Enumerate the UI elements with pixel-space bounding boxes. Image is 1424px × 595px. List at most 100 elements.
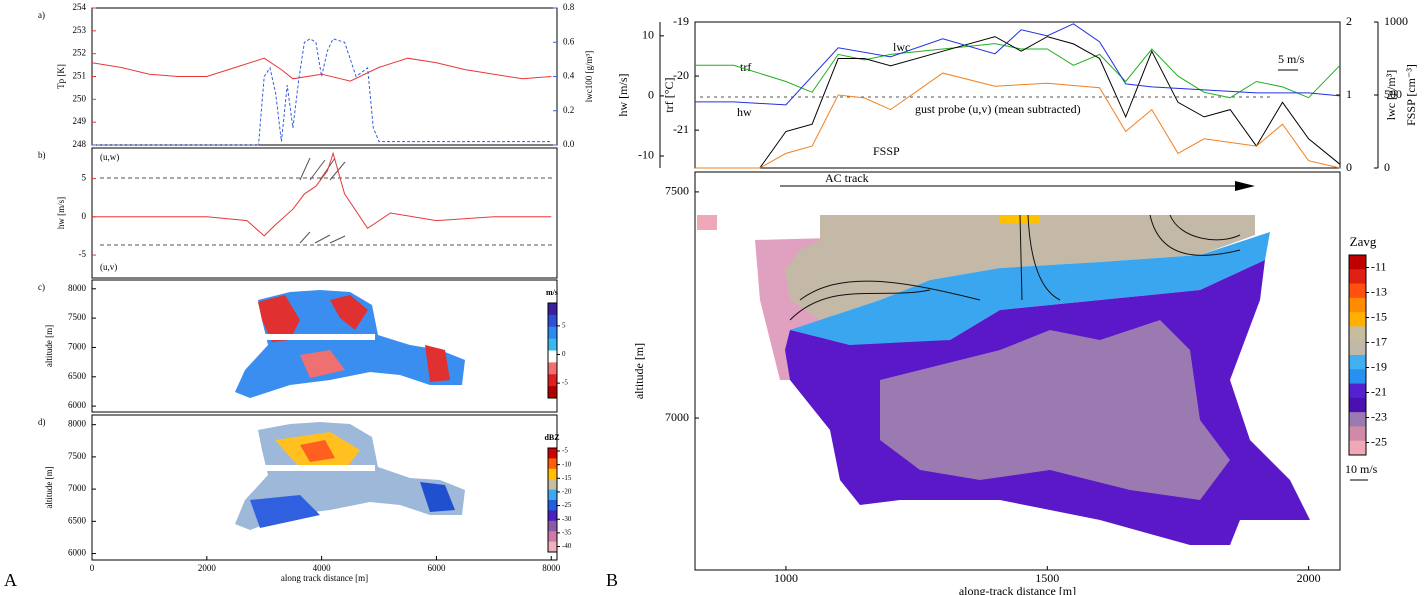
series-line bbox=[92, 151, 552, 237]
y-tick-label: 0 bbox=[82, 211, 87, 221]
colorbar-band bbox=[1349, 269, 1366, 285]
colorbar-band bbox=[1349, 297, 1366, 313]
colorbar-band bbox=[548, 468, 557, 480]
colorbar-band bbox=[1349, 255, 1366, 270]
y-tick-label: -19 bbox=[673, 14, 689, 28]
y-tick-label: 7000 bbox=[68, 342, 87, 352]
colorbar-tick-label: -19 bbox=[1371, 359, 1387, 373]
colorbar-band bbox=[1349, 440, 1366, 456]
x-tick-label: 4000 bbox=[313, 563, 332, 573]
panel: 6000 6500 7000 7500 8000 altitude [m] 0 2000 400… bbox=[4, 414, 572, 590]
x-tick-label: 1500 bbox=[1035, 571, 1059, 585]
colorbar-band bbox=[1349, 397, 1366, 413]
colorbar-tick-label: -15 bbox=[562, 474, 572, 482]
colorbar-tick-label: 5 bbox=[562, 322, 566, 330]
y-tick-label: 0 bbox=[1384, 160, 1390, 174]
colorbar-band bbox=[548, 314, 557, 328]
colorbar-title: dBZ bbox=[544, 433, 559, 442]
y-tick-label: 252 bbox=[73, 48, 87, 58]
series-line bbox=[695, 43, 1341, 99]
annotation: 10 m/s bbox=[1345, 462, 1378, 476]
y-tick-label: 8000 bbox=[68, 283, 87, 293]
y-tick-label: 0.6 bbox=[563, 36, 575, 46]
colorbar-band bbox=[548, 489, 557, 501]
panel-label: b) bbox=[38, 150, 46, 160]
axis-label: altitude [m] bbox=[44, 466, 54, 508]
annotation: trf bbox=[740, 60, 751, 74]
colorbar-band bbox=[548, 338, 557, 351]
colorbar-tick-label: -13 bbox=[1371, 284, 1387, 298]
annotation: 5 m/s bbox=[1278, 52, 1305, 66]
annotation: FSSP bbox=[873, 144, 900, 158]
y-tick-label: 254 bbox=[73, 2, 87, 12]
colorbar-band bbox=[1349, 355, 1366, 370]
x-tick-label: 6000 bbox=[427, 563, 446, 573]
colorbar-band bbox=[1349, 340, 1366, 356]
panel-label: d) bbox=[38, 417, 46, 427]
y-tick-label: -20 bbox=[673, 68, 689, 82]
axis-label: hw [m/s] bbox=[56, 197, 66, 229]
series-line bbox=[695, 23, 1341, 106]
y-tick-label: 250 bbox=[73, 93, 87, 103]
y-tick-label: 2 bbox=[1346, 14, 1352, 28]
series-line bbox=[91, 57, 552, 82]
x-axis-label: along track distance [m] bbox=[281, 573, 368, 583]
colorbar-tick-label: -25 bbox=[562, 501, 572, 509]
y-tick-label: 0.4 bbox=[563, 71, 575, 81]
colorbar-band bbox=[1349, 412, 1366, 427]
annotation: (u,v) bbox=[100, 262, 117, 272]
axis-label: trf [°C] bbox=[662, 77, 676, 112]
colorbar-tick-label: -21 bbox=[1371, 384, 1387, 398]
y-tick-label: 5 bbox=[82, 173, 87, 183]
annotation: hw bbox=[737, 105, 752, 119]
axis-label: hw [m/s] bbox=[616, 74, 630, 117]
colorbar-tick-label: -20 bbox=[562, 488, 572, 496]
radar-field-d bbox=[235, 422, 465, 530]
axis-label: lwc [g/m³] bbox=[1384, 70, 1398, 121]
panel: 6000 6500 7000 7500 8000 altitude [m] c) 5 0 -5 m/… bbox=[38, 279, 568, 413]
colorbar-band bbox=[548, 479, 557, 491]
colorbar-tick-label: -25 bbox=[1371, 434, 1387, 448]
colorbar-tick-label: 0 bbox=[562, 350, 566, 358]
y-tick-label: 249 bbox=[73, 116, 87, 126]
colorbar-title: m/s bbox=[546, 288, 558, 297]
y-tick-label: -5 bbox=[79, 249, 87, 259]
x-tick-label: 2000 bbox=[198, 563, 217, 573]
y-tick-label: 1000 bbox=[1384, 14, 1408, 28]
x-tick-label: 1000 bbox=[774, 571, 798, 585]
y-tick-label: 0.0 bbox=[563, 139, 575, 149]
colorbar-band bbox=[548, 374, 557, 387]
colorbar-band bbox=[548, 303, 557, 316]
y-tick-label: 6500 bbox=[68, 515, 87, 525]
colorbar-band bbox=[548, 541, 557, 553]
colorbar-band bbox=[548, 458, 557, 470]
y-tick-label: 7000 bbox=[68, 483, 87, 493]
quiver-hint bbox=[100, 69, 1368, 481]
colorbar-tick-label: -30 bbox=[562, 515, 572, 523]
x-tick-label: 2000 bbox=[1297, 571, 1321, 585]
colorbar-band bbox=[548, 448, 557, 459]
series-line bbox=[695, 72, 1341, 169]
colorbar-band bbox=[548, 510, 557, 522]
axis-label: altitude [m] bbox=[44, 325, 54, 367]
y-tick-label: 253 bbox=[73, 25, 87, 35]
annotation: AC track bbox=[825, 171, 869, 185]
plot-frame bbox=[694, 171, 1341, 571]
figure-label: A bbox=[4, 570, 17, 590]
colorbar-band bbox=[548, 350, 557, 363]
colorbar-band bbox=[1349, 312, 1366, 327]
y-tick-label: -21 bbox=[673, 122, 689, 136]
colorbar-tick-label: -5 bbox=[562, 379, 568, 387]
axis-label: Tp [K] bbox=[56, 64, 66, 89]
y-tick-label: 7500 bbox=[68, 312, 87, 322]
x-tick-label: 8000 bbox=[542, 563, 561, 573]
panel-label: c) bbox=[38, 282, 45, 292]
colorbar-frame bbox=[547, 302, 558, 399]
radar-field-b bbox=[697, 181, 1310, 545]
colorbar-band bbox=[1349, 326, 1366, 342]
colorbar-tick-label: -5 bbox=[562, 447, 568, 455]
colorbar-band bbox=[548, 326, 557, 340]
y-tick-label: 0 bbox=[1346, 160, 1352, 174]
annotation: (u,w) bbox=[100, 152, 119, 162]
